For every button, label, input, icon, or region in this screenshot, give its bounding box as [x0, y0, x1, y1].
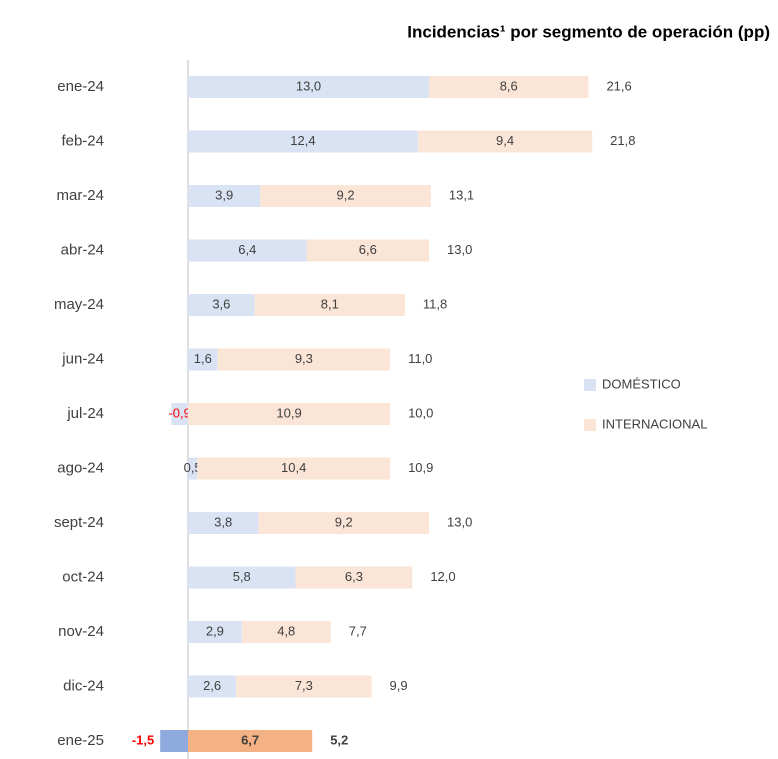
y-tick-label: dic-24: [63, 677, 104, 694]
legend-label: DOMÉSTICO: [602, 376, 681, 391]
y-tick-label: oct-24: [62, 568, 104, 585]
bar-segment: [417, 130, 593, 153]
bar-segment: [188, 239, 307, 262]
total-label: 11,0: [408, 351, 432, 366]
value-label: 9,4: [496, 133, 514, 148]
total-label: 10,9: [408, 460, 433, 475]
value-label: 12,4: [290, 133, 315, 148]
total-label: 12,0: [430, 569, 455, 584]
bar-segment: [254, 294, 405, 316]
value-label: 9,3: [295, 351, 313, 366]
value-label: 6,7: [241, 732, 259, 747]
y-tick-label: ago-24: [57, 459, 104, 476]
total-label: 13,1: [449, 187, 474, 202]
y-tick-label: nov-24: [58, 623, 104, 640]
legend-swatch: [584, 419, 596, 431]
legend-label: INTERNACIONAL: [602, 416, 707, 431]
bar-segment: [258, 512, 430, 534]
bar-segment: [197, 457, 391, 480]
bar-segment: [217, 348, 391, 371]
value-label: 9,2: [335, 514, 353, 529]
legend-swatch: [584, 379, 596, 391]
total-label: 10,0: [408, 405, 433, 420]
value-label: 3,8: [214, 514, 232, 529]
bar-segment: [188, 403, 391, 425]
total-label: 21,8: [610, 133, 635, 148]
bar-segment: [160, 730, 188, 752]
value-label: 7,3: [295, 678, 313, 693]
value-label: 0,5: [184, 460, 202, 475]
chart-title: Incidencias¹ por segmento de operación (…: [407, 22, 770, 41]
bar-segment: [188, 675, 237, 698]
bar-segment: [429, 76, 589, 98]
value-label: -1,5: [132, 732, 154, 747]
value-label: 2,6: [203, 678, 221, 693]
y-tick-label: may-24: [54, 296, 104, 313]
bar-segment: [188, 294, 255, 316]
y-tick-label: abr-24: [61, 241, 104, 258]
bar-segment: [188, 457, 198, 480]
total-label: 5,2: [330, 732, 348, 747]
value-label: 6,6: [359, 242, 377, 257]
value-label: 1,6: [194, 351, 212, 366]
y-tick-label: jul-24: [66, 405, 104, 422]
bar-segment: [306, 239, 430, 262]
value-label: -0,9: [168, 405, 190, 420]
bar-segment: [188, 621, 242, 643]
total-label: 11,8: [423, 296, 447, 311]
bar-segment: [188, 730, 313, 752]
y-tick-label: ene-25: [57, 732, 104, 749]
value-label: 3,9: [215, 187, 233, 202]
value-label: 10,4: [281, 460, 306, 475]
total-label: 9,9: [390, 678, 408, 693]
value-label: 6,4: [238, 242, 256, 257]
bar-segment: [260, 185, 431, 207]
bar-segment: [188, 185, 261, 207]
value-label: 5,8: [233, 569, 251, 584]
bar-segment: [188, 130, 418, 153]
total-label: 7,7: [349, 623, 367, 638]
bar-segment: [171, 403, 188, 425]
bar-segment: [188, 76, 430, 98]
value-label: 9,2: [337, 187, 355, 202]
value-label: 13,0: [296, 78, 321, 93]
total-label: 13,0: [447, 514, 472, 529]
total-label: 13,0: [447, 242, 472, 257]
value-label: 8,1: [321, 296, 339, 311]
value-label: 8,6: [500, 78, 518, 93]
y-tick-label: jun-24: [61, 350, 104, 367]
y-tick-label: sept-24: [54, 514, 104, 531]
value-label: 2,9: [206, 623, 224, 638]
value-label: 10,9: [276, 405, 301, 420]
y-tick-label: ene-24: [57, 78, 104, 95]
bar-segment: [188, 566, 296, 589]
value-label: 3,6: [212, 296, 230, 311]
total-label: 21,6: [606, 78, 631, 93]
bar-segment: [188, 348, 218, 371]
bar-segment: [236, 675, 372, 698]
y-tick-label: feb-24: [61, 132, 104, 149]
value-label: 4,8: [277, 623, 295, 638]
bar-segment: [188, 512, 259, 534]
value-label: 6,3: [345, 569, 363, 584]
bar-segment: [241, 621, 331, 643]
y-tick-label: mar-24: [56, 187, 104, 204]
bar-segment: [295, 566, 413, 589]
